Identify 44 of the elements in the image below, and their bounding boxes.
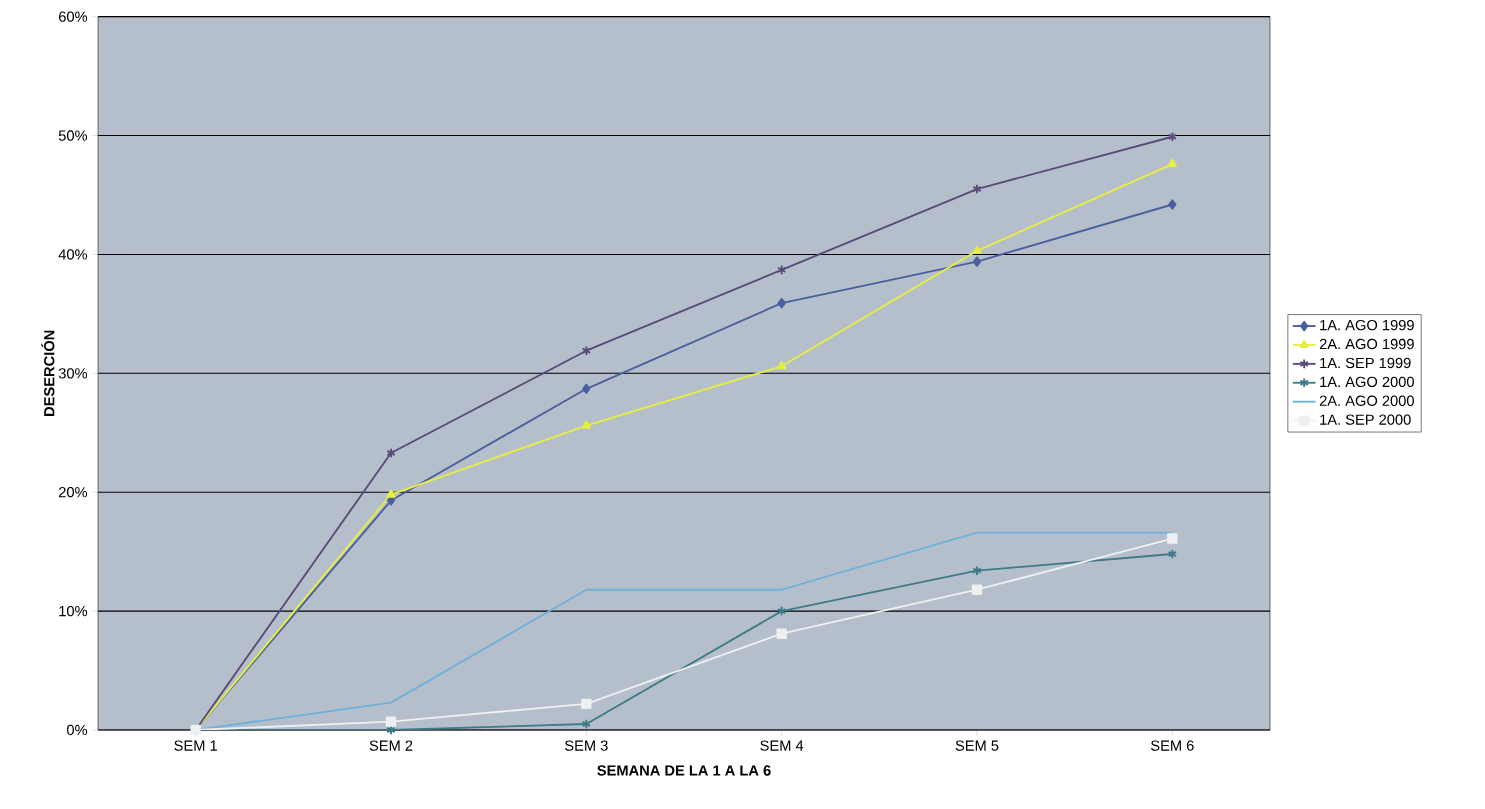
legend-label: 1A. SEP 2000: [1320, 414, 1411, 425]
x-tick-label: SEM 3: [565, 740, 608, 751]
x-tick-label: SEM 1: [174, 740, 217, 751]
point: [581, 420, 591, 429]
legend-label: 2A. AGO 1999: [1319, 338, 1414, 350]
point: [971, 584, 983, 595]
point: [581, 698, 592, 710]
point: [1167, 131, 1177, 142]
point: [1167, 158, 1177, 168]
y-axis-title: DESERCIÓN: [41, 330, 55, 416]
point: [581, 718, 591, 730]
point: [972, 565, 982, 576]
point: [386, 489, 396, 498]
point: [777, 264, 787, 276]
point: [581, 345, 591, 356]
legend-label: 2A. AGO 2000: [1319, 395, 1414, 406]
y-tick-label: 30%: [58, 368, 88, 379]
point: [386, 447, 396, 459]
legend-label: 1A. AGO 1999: [1320, 319, 1414, 331]
point: [385, 716, 397, 727]
x-tick-label: SEM 2: [369, 740, 413, 751]
legend-label: 1A. SEP 1999: [1320, 357, 1411, 369]
point: [777, 360, 787, 370]
point: [972, 183, 982, 195]
y-tick-label: 10%: [59, 605, 88, 617]
x-tick-label: SEM 5: [955, 740, 999, 751]
point: [777, 297, 786, 309]
y-tick-label: 50%: [58, 130, 88, 141]
x-tick-label: SEM 6: [1151, 740, 1194, 751]
point: [972, 245, 982, 254]
point: [1168, 199, 1177, 210]
point: [1167, 533, 1178, 544]
y-tick-label: 20%: [58, 487, 88, 498]
legend-label: 1A. AGO 2000: [1320, 376, 1414, 388]
y-tick-label: 0%: [66, 724, 88, 736]
x-tick-label: SEM 4: [760, 740, 804, 751]
point: [777, 605, 787, 617]
point: [972, 256, 982, 267]
y-tick-label: 60%: [59, 11, 88, 22]
point: [1167, 548, 1177, 560]
point: [582, 383, 591, 394]
point: [776, 628, 787, 639]
y-tick-label: 40%: [58, 249, 88, 260]
x-axis-title: SEMANA DE LA 1 A LA 6: [597, 765, 771, 776]
